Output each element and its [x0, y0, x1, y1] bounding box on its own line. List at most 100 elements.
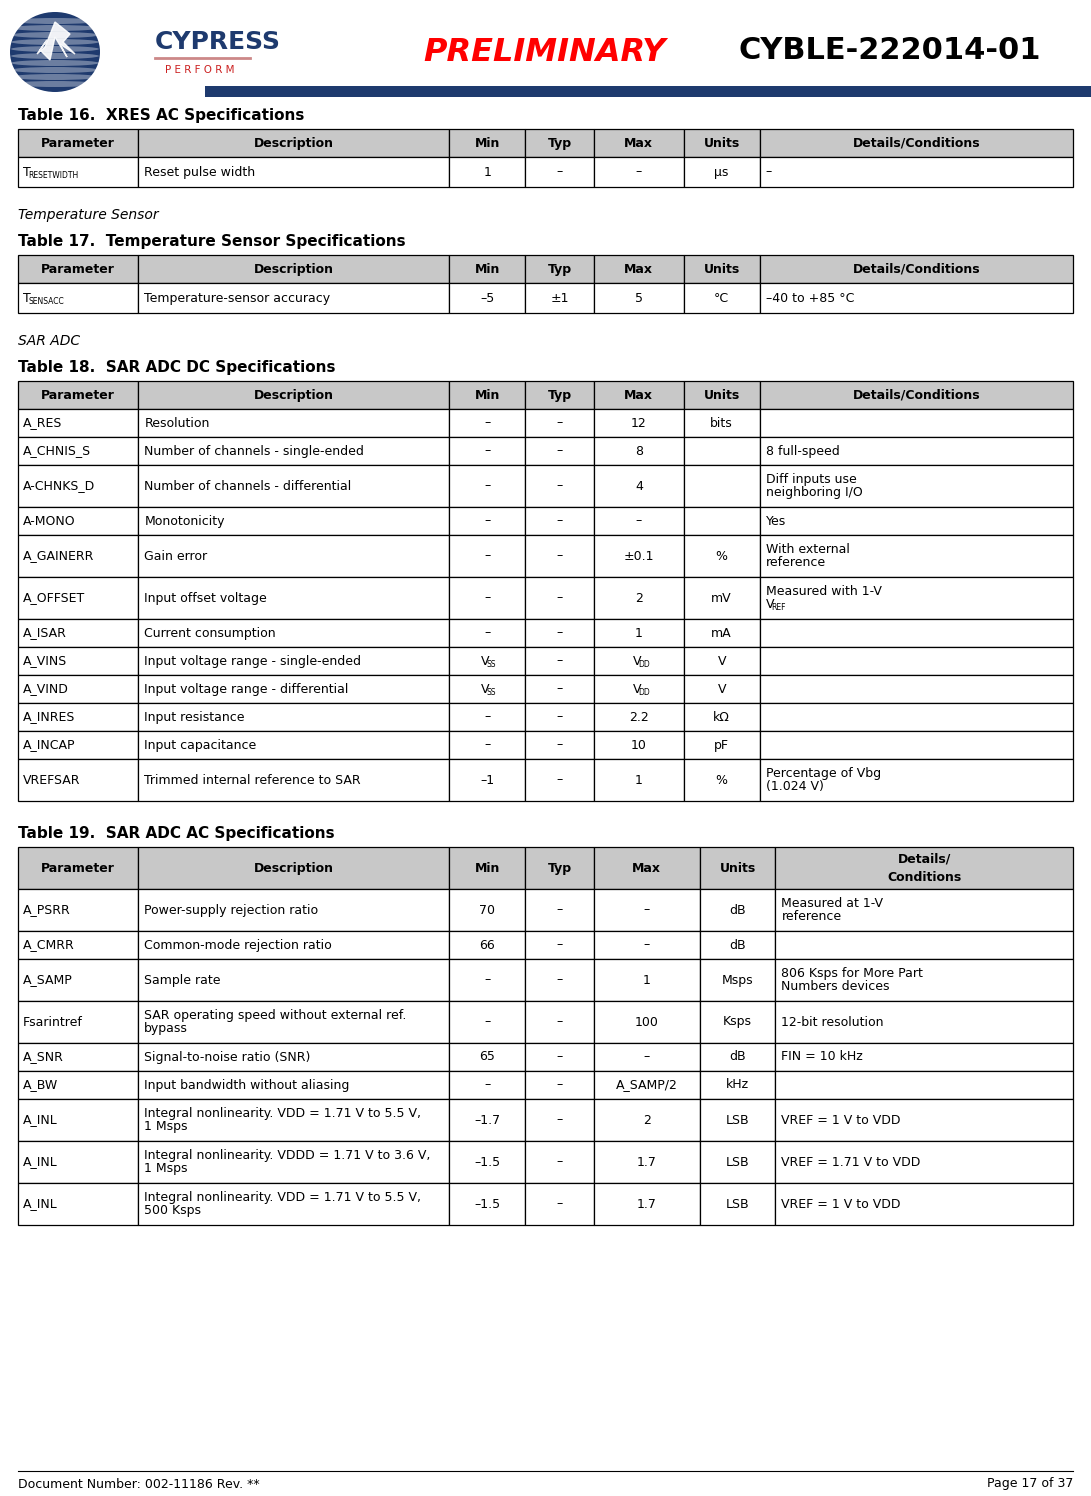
Bar — [699, 1100, 776, 1141]
Bar — [684, 254, 759, 283]
Bar — [17, 1001, 139, 1043]
Text: 2: 2 — [635, 591, 643, 604]
Text: –1: –1 — [480, 773, 494, 787]
Bar — [699, 889, 776, 931]
Text: CYBLE-222014-01: CYBLE-222014-01 — [739, 36, 1041, 64]
Ellipse shape — [11, 31, 99, 37]
Text: Fsarintref: Fsarintref — [23, 1016, 83, 1029]
Bar — [684, 577, 759, 619]
Text: –: – — [484, 711, 491, 724]
Text: Resolution: Resolution — [144, 416, 209, 429]
Text: Measured at 1-V: Measured at 1-V — [781, 898, 884, 910]
Bar — [139, 1100, 449, 1141]
Bar — [449, 1071, 526, 1100]
Bar — [526, 437, 594, 465]
Text: A_SNR: A_SNR — [23, 1050, 64, 1064]
Text: Description: Description — [254, 862, 334, 875]
Text: Table 16.  XRES AC Specifications: Table 16. XRES AC Specifications — [17, 108, 304, 123]
Bar — [17, 1043, 139, 1071]
Bar — [526, 889, 594, 931]
Bar — [139, 703, 449, 732]
Ellipse shape — [11, 81, 99, 87]
Text: –: – — [484, 1016, 491, 1029]
Bar — [139, 646, 449, 675]
Bar — [684, 619, 759, 646]
Bar — [17, 437, 139, 465]
Text: V: V — [481, 682, 490, 696]
Bar — [594, 437, 684, 465]
Text: –40 to +85 °C: –40 to +85 °C — [766, 292, 854, 305]
Text: neighboring I/O: neighboring I/O — [766, 486, 862, 498]
Bar — [449, 157, 526, 187]
Bar — [594, 1183, 699, 1225]
Text: dB: dB — [729, 904, 746, 917]
Bar — [17, 847, 139, 889]
Bar — [449, 889, 526, 931]
Text: 1.7: 1.7 — [637, 1197, 657, 1210]
Bar — [526, 931, 594, 959]
Text: 1.7: 1.7 — [637, 1155, 657, 1168]
Bar — [759, 507, 1074, 536]
Text: Units: Units — [704, 136, 740, 150]
Text: A_OFFSET: A_OFFSET — [23, 591, 85, 604]
Bar — [684, 129, 759, 157]
Text: CYPRESS: CYPRESS — [155, 30, 281, 54]
Bar — [594, 959, 699, 1001]
Text: Input bandwidth without aliasing: Input bandwidth without aliasing — [144, 1079, 349, 1092]
Bar — [17, 758, 139, 800]
Bar — [17, 959, 139, 1001]
Text: kHz: kHz — [726, 1079, 750, 1092]
Bar — [139, 408, 449, 437]
Bar — [139, 758, 449, 800]
Text: REF: REF — [771, 603, 786, 612]
Bar — [139, 254, 449, 283]
Text: –: – — [556, 515, 563, 528]
Bar — [139, 577, 449, 619]
Bar — [449, 931, 526, 959]
Text: Units: Units — [704, 262, 740, 275]
Text: %: % — [716, 549, 728, 562]
Bar — [449, 758, 526, 800]
Text: LSB: LSB — [726, 1155, 750, 1168]
Bar — [526, 619, 594, 646]
Text: Input capacitance: Input capacitance — [144, 739, 256, 751]
Bar — [449, 1043, 526, 1071]
Bar — [759, 381, 1074, 408]
Text: –: – — [636, 515, 642, 528]
Text: Input voltage range - single-ended: Input voltage range - single-ended — [144, 655, 361, 667]
Text: Common-mode rejection ratio: Common-mode rejection ratio — [144, 938, 332, 951]
Text: 5: 5 — [635, 292, 643, 305]
Text: A_RES: A_RES — [23, 416, 62, 429]
Text: Typ: Typ — [548, 389, 572, 401]
Text: V: V — [633, 682, 642, 696]
Text: Signal-to-noise ratio (SNR): Signal-to-noise ratio (SNR) — [144, 1050, 311, 1064]
Bar — [759, 129, 1074, 157]
Bar — [776, 1183, 1074, 1225]
Text: With external: With external — [766, 543, 850, 557]
Bar — [139, 1183, 449, 1225]
Bar — [449, 732, 526, 758]
Bar — [594, 129, 684, 157]
Bar — [526, 465, 594, 507]
Bar — [594, 1071, 699, 1100]
Bar — [139, 732, 449, 758]
Text: –: – — [556, 444, 563, 458]
Bar — [776, 889, 1074, 931]
Bar — [594, 254, 684, 283]
Ellipse shape — [11, 60, 99, 66]
Text: 1 Msps: 1 Msps — [144, 1121, 188, 1132]
Text: 12-bit resolution: 12-bit resolution — [781, 1016, 884, 1029]
Bar — [526, 1183, 594, 1225]
Text: –: – — [556, 682, 563, 696]
Bar — [449, 847, 526, 889]
Text: A_INL: A_INL — [23, 1155, 58, 1168]
Text: (1.024 V): (1.024 V) — [766, 779, 824, 793]
Bar — [139, 1141, 449, 1183]
Bar — [594, 465, 684, 507]
Bar — [759, 157, 1074, 187]
Bar — [139, 465, 449, 507]
Bar — [139, 437, 449, 465]
Bar — [684, 536, 759, 577]
Text: Max: Max — [633, 862, 661, 875]
Text: –: – — [556, 711, 563, 724]
